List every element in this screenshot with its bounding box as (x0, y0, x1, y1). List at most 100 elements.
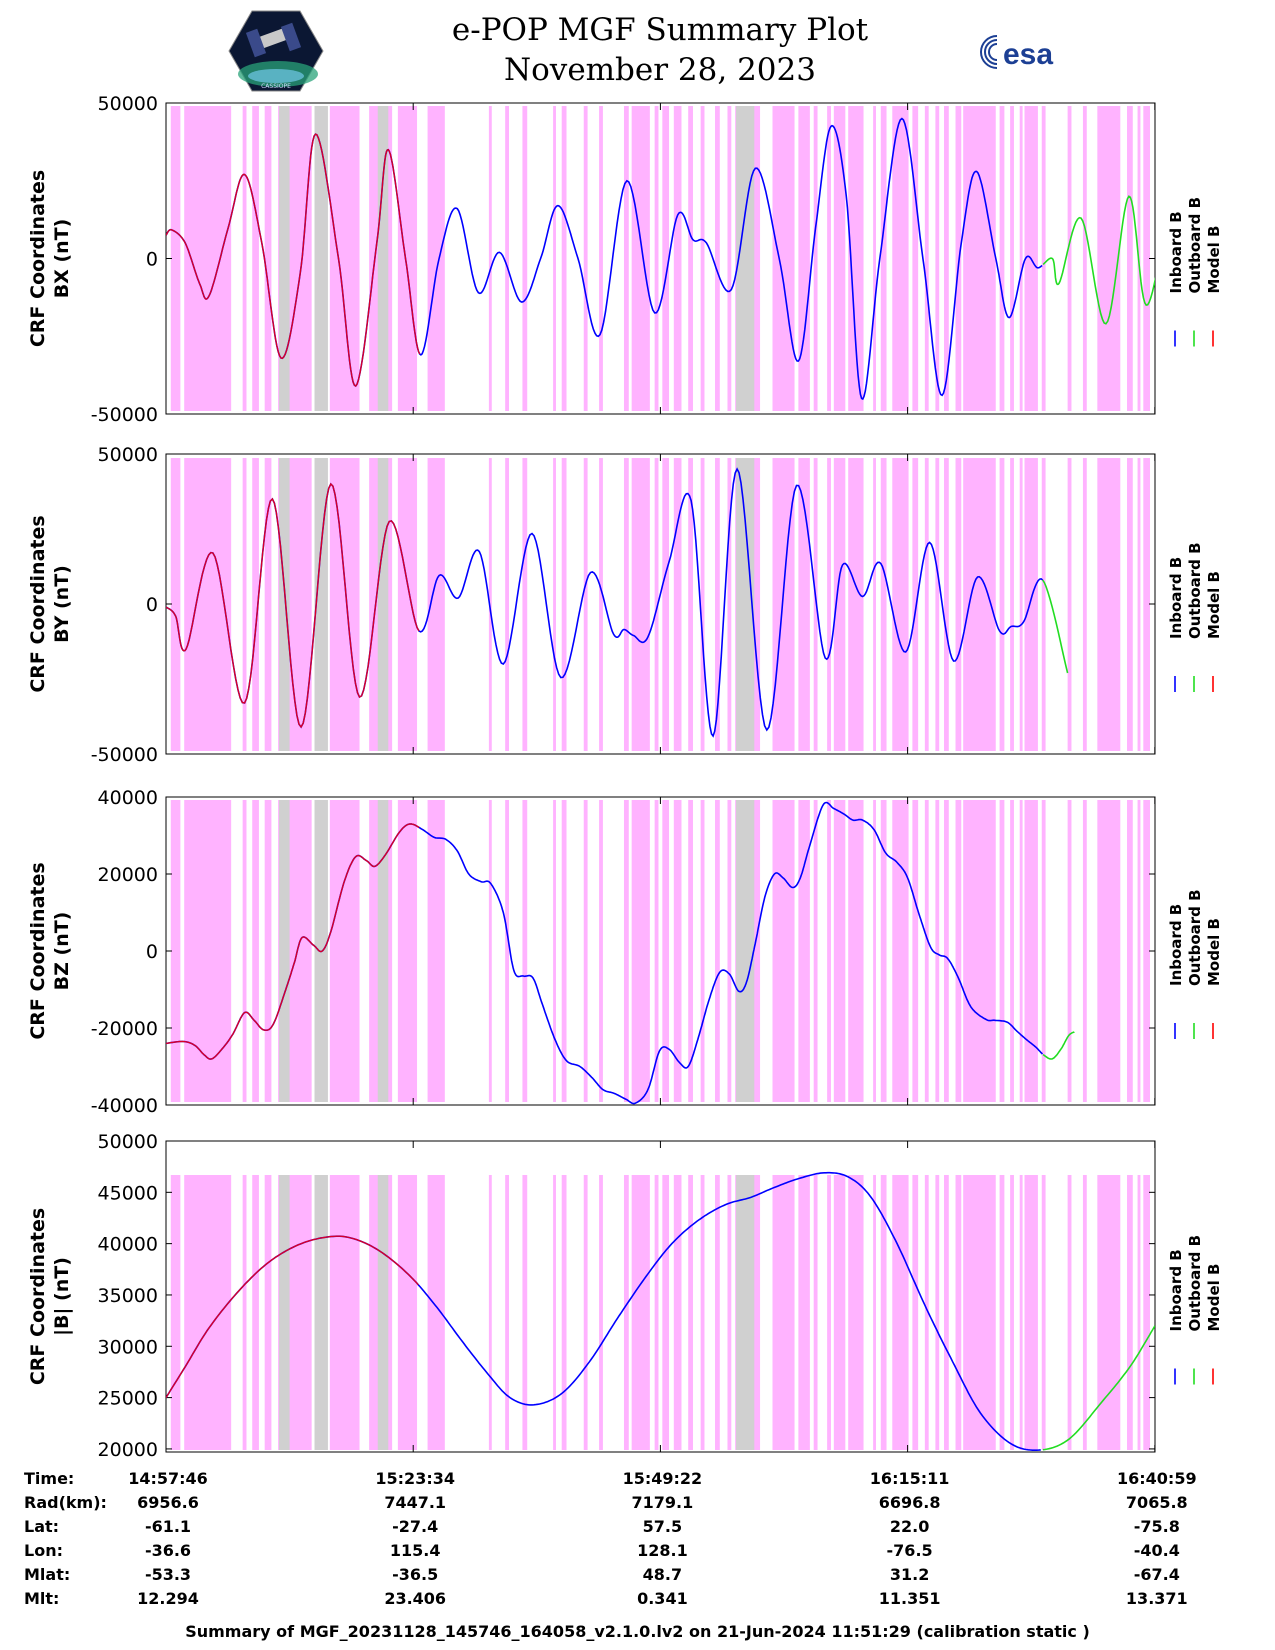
quality-flag-bar (1067, 1175, 1072, 1450)
quality-flag-bar (727, 106, 732, 411)
quality-flag-bar (944, 800, 949, 1102)
quality-flag-bar (1041, 800, 1046, 1102)
bz-outboard-line (1042, 1031, 1075, 1060)
quality-flag-bar (880, 106, 887, 411)
quality-flag-bar (1082, 106, 1087, 411)
bmag-outboard-line (1042, 1325, 1155, 1451)
quality-flag-bar (772, 458, 795, 751)
quality-flag-bar (252, 458, 259, 751)
quality-flag-bar (654, 106, 659, 411)
quality-flag-bar (873, 458, 876, 751)
by-legend-label: Inboard B (1167, 557, 1185, 639)
quality-flag-bar (522, 458, 528, 751)
quality-flag-bar (1019, 458, 1023, 751)
quality-flag-bar (1137, 1175, 1141, 1450)
quality-flag-bar (963, 106, 996, 411)
quality-flag-bar (848, 458, 864, 751)
quality-flag-bar (912, 800, 919, 1102)
quality-flag-bar (935, 106, 940, 411)
quality-flag-bar (827, 458, 831, 751)
quality-flag-bar (1127, 458, 1133, 751)
bmag-series-group (166, 1171, 1155, 1451)
quality-flag-bar (242, 800, 247, 1102)
quality-flag-bar (264, 1175, 272, 1450)
by-legend-label: Outboard B (1186, 542, 1204, 639)
gap-flag-bar (279, 458, 290, 751)
quality-flag-bar (848, 106, 864, 411)
quality-flag-bar (813, 106, 818, 411)
quality-flag-bar (772, 800, 795, 1102)
bmag-ytick-label: 40000 (98, 1234, 158, 1256)
ephemeris-value: 23.406 (384, 1589, 446, 1608)
ephemeris-value: -76.5 (887, 1541, 933, 1560)
quality-flag-bar (944, 106, 949, 411)
quality-flag-bar (170, 458, 181, 751)
ephemeris-value: -53.3 (145, 1565, 191, 1584)
bz-ytick-label: -20000 (91, 1018, 158, 1040)
quality-flag-bar (798, 458, 810, 751)
quality-flag-bar (880, 1175, 887, 1450)
ephemeris-value: 22.0 (890, 1517, 929, 1536)
bx-ylabel: CRF Coordinates BX (nT) (27, 170, 73, 347)
quality-flag-bar (999, 458, 1005, 751)
quality-flag-bar (1010, 458, 1014, 751)
quality-flag-bar (848, 1175, 864, 1450)
quality-flag-bar (654, 1175, 659, 1450)
ephemeris-value: 11.351 (879, 1589, 941, 1608)
quality-flag-bar (242, 106, 247, 411)
quality-flag-bar (170, 106, 181, 411)
quality-flag-bar (1097, 106, 1121, 411)
quality-flag-bar (955, 106, 962, 411)
ephemeris-value: 13.371 (1126, 1589, 1188, 1608)
ephemeris-row-label: Mlat: (24, 1565, 70, 1584)
ephemeris-value: 6956.6 (137, 1493, 199, 1512)
quality-flag-bar (873, 800, 876, 1102)
quality-flag-bar (727, 1175, 732, 1450)
ephemeris-row-label: Mlt: (24, 1589, 59, 1608)
quality-flag-bar (848, 800, 864, 1102)
by-axes-frame (165, 453, 1156, 755)
quality-flag-bar (1024, 458, 1038, 751)
gap-flag-bar (314, 1175, 328, 1450)
quality-flag-bar (700, 106, 705, 411)
quality-flag-bar (813, 458, 818, 751)
quality-flag-bar (880, 800, 887, 1102)
gap-flag-bar (314, 458, 328, 751)
quality-flag-bar (488, 1175, 492, 1450)
quality-flag-bar (924, 1175, 929, 1450)
quality-flag-bar (505, 458, 510, 751)
quality-flag-bar (1127, 106, 1133, 411)
quality-flag-bar (813, 800, 818, 1102)
quality-flag-bar (715, 800, 720, 1102)
quality-flag-bar (688, 1175, 693, 1450)
ephemeris-value: 115.4 (390, 1541, 441, 1560)
quality-flag-bar (505, 1175, 510, 1450)
quality-flag-bar (561, 106, 567, 411)
quality-flag-bar (561, 800, 567, 1102)
quality-flag-bar (1143, 800, 1151, 1102)
quality-flag-bar (1010, 1175, 1014, 1450)
gap-flag-bar (279, 800, 290, 1102)
quality-flag-bar (599, 1175, 603, 1450)
quality-flag-bar (1019, 106, 1023, 411)
quality-flag-bar (427, 800, 445, 1102)
quality-flag-bar (264, 106, 272, 411)
quality-flag-bar (170, 1175, 181, 1450)
quality-flag-bar (1143, 1175, 1151, 1450)
quality-flag-bar (955, 800, 962, 1102)
bx-legend-label: Model B (1205, 226, 1223, 294)
quality-flag-bar (873, 106, 876, 411)
quality-flag-bar (184, 1175, 232, 1450)
quality-flag-bar (955, 458, 962, 751)
bz-axes-frame (165, 796, 1156, 1106)
bmag-ylabel: CRF Coordinates |B| (nT) (27, 1208, 73, 1385)
quality-flag-bar (1019, 800, 1023, 1102)
quality-flag-bar (1097, 800, 1121, 1102)
quality-flag-bar (184, 106, 232, 411)
quality-flag-bar (184, 800, 232, 1102)
by-outboard-line (1042, 579, 1069, 674)
quality-flag-bar (688, 106, 693, 411)
quality-flag-bar (631, 800, 650, 1102)
quality-flag-bar (715, 458, 720, 751)
ephemeris-value: 16:40:59 (1117, 1469, 1197, 1488)
